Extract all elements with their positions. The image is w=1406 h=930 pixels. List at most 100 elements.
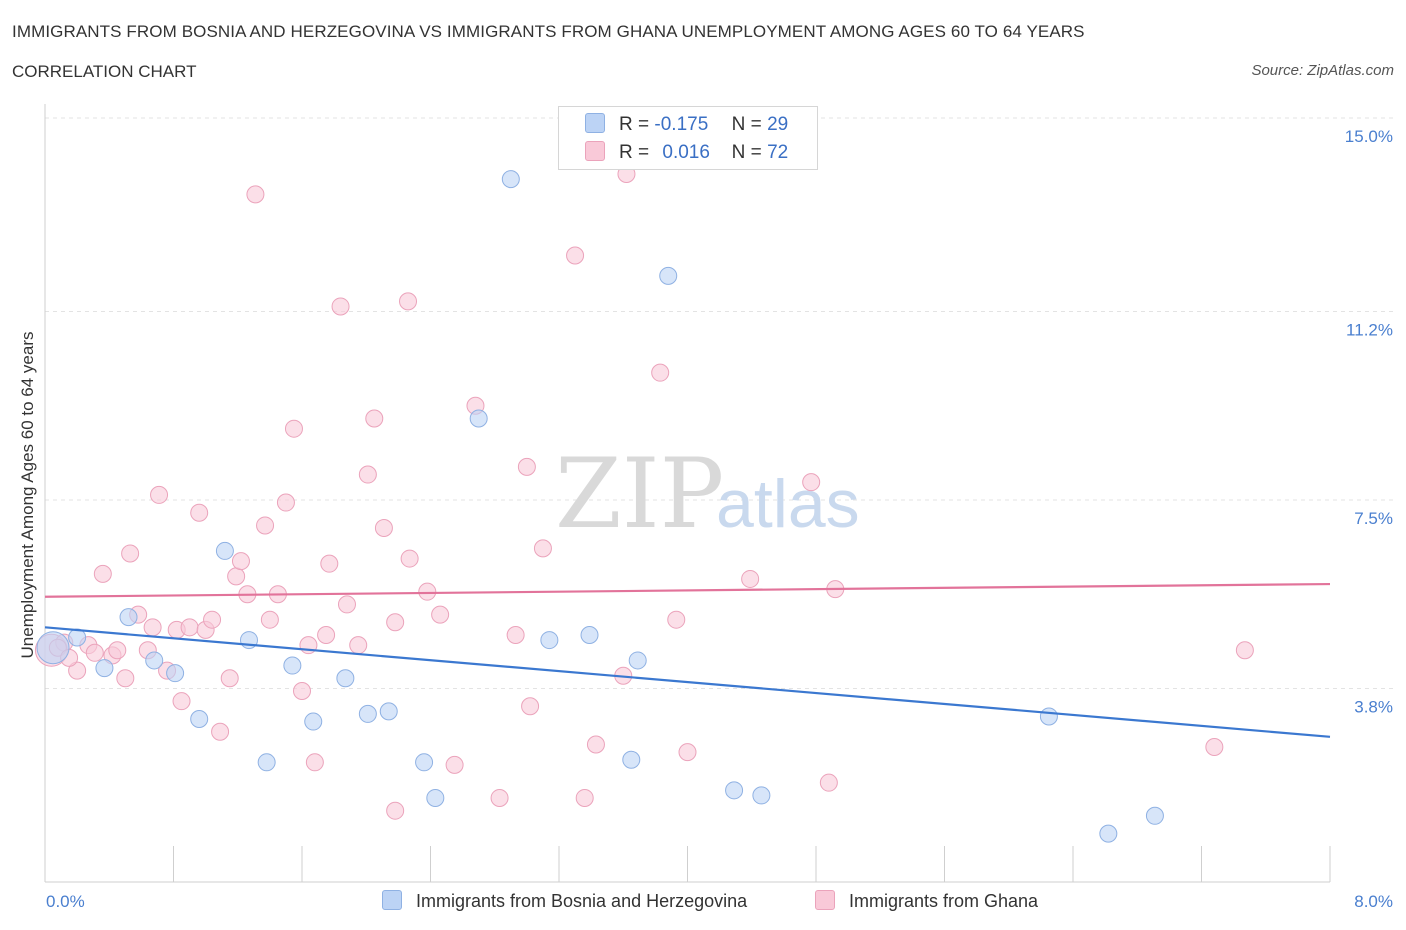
point-ghana [349, 636, 368, 655]
watermark: ZIP atlas [555, 438, 860, 550]
point-ghana [108, 641, 127, 660]
point-bosnia [304, 712, 323, 731]
point-ghana [586, 735, 605, 754]
point-ghana [85, 643, 104, 662]
point-ghana [386, 801, 405, 820]
bottom-legend-ghana: Immigrants from Ghana [815, 890, 1038, 912]
point-bosnia [725, 781, 744, 800]
point-ghana [143, 618, 162, 637]
point-ghana [521, 697, 540, 716]
legend-r-value: -0.175 [654, 114, 709, 135]
points-layer [34, 165, 1254, 843]
point-ghana [386, 613, 405, 632]
point-ghana [490, 788, 509, 807]
point-bosnia [540, 631, 559, 650]
x-tick-label-min: 0.0% [46, 892, 85, 911]
point-bosnia [501, 170, 520, 189]
point-bosnia [580, 625, 599, 644]
point-ghana [320, 554, 339, 573]
point-bosnia [752, 786, 771, 805]
bottom-legend-swatch-bosnia [382, 890, 402, 910]
point-ghana [293, 682, 311, 700]
legend-n-value: 29 [767, 114, 789, 135]
point-ghana [678, 743, 697, 762]
legend-n-value: 72 [767, 142, 789, 163]
point-ghana [1205, 738, 1224, 757]
chart-subtitle: CORRELATION CHART [12, 62, 197, 81]
point-ghana [358, 465, 377, 484]
point-bosnia [415, 753, 434, 772]
legend-row-ghana: R = 0.016 N = 72 [585, 141, 788, 164]
point-ghana [374, 519, 393, 538]
chart-title: IMMIGRANTS FROM BOSNIA AND HERZEGOVINA V… [12, 22, 1085, 41]
point-bosnia [166, 664, 185, 683]
legend-swatch-ghana [585, 141, 605, 161]
point-ghana [399, 292, 418, 311]
point-ghana [418, 582, 437, 601]
point-bosnia [622, 750, 641, 769]
y-tick-label: 15.0% [1345, 127, 1393, 146]
point-bosnia [426, 788, 445, 807]
y-tick-label: 3.8% [1354, 697, 1393, 716]
point-bosnia [1039, 707, 1058, 726]
point-bosnia [190, 710, 209, 729]
point-ghana [365, 409, 384, 428]
point-ghana [667, 610, 686, 629]
legend-r-label: R = [619, 114, 650, 135]
point-bosnia [1145, 806, 1164, 825]
tick-layer: 3.8% 7.5% 11.2% 15.0% 0.0% 8.0% [46, 127, 1393, 911]
stats-legend: R = -0.175 N = 29 R = 0.016 N = 72 [558, 106, 818, 170]
point-bosnia [1099, 824, 1118, 843]
point-bosnia [145, 651, 164, 670]
trend-line-bosnia [44, 626, 1331, 738]
point-ghana [231, 552, 250, 571]
point-ghana [575, 788, 594, 807]
y-axis-label: Unemployment Among Ages 60 to 64 years [18, 332, 37, 659]
point-ghana [227, 567, 246, 586]
point-ghana [93, 564, 112, 583]
trend-line-ghana [44, 582, 1331, 598]
y-tick-label: 7.5% [1354, 509, 1393, 528]
x-tick-label-max: 8.0% [1354, 892, 1393, 911]
legend-n-label: N = [731, 142, 762, 163]
point-ghana [517, 457, 536, 476]
point-bosnia [469, 409, 488, 428]
point-ghana [533, 539, 552, 558]
point-bosnia [283, 656, 302, 675]
point-bosnia [358, 704, 377, 723]
point-ghana [121, 544, 140, 563]
watermark-atlas: atlas [716, 466, 860, 542]
point-bosnia [95, 659, 114, 678]
trend-layer [44, 582, 1331, 738]
point-ghana [276, 493, 295, 512]
point-ghana [116, 669, 135, 688]
bottom-legend-bosnia: Immigrants from Bosnia and Herzegovina [382, 890, 747, 912]
point-ghana [317, 625, 336, 644]
point-bosnia [659, 266, 678, 285]
point-ghana [651, 363, 670, 382]
point-ghana [741, 569, 760, 588]
source-label: Source: ZipAtlas.com [1251, 62, 1394, 79]
point-ghana [431, 605, 450, 624]
point-bosnia [257, 753, 276, 772]
point-bosnia [36, 631, 70, 665]
point-ghana [566, 246, 585, 265]
point-ghana [211, 722, 230, 741]
point-ghana [220, 669, 239, 688]
point-ghana [203, 610, 222, 629]
bottom-legend-label-bosnia: Immigrants from Bosnia and Herzegovina [416, 891, 748, 911]
point-bosnia [628, 651, 647, 670]
legend-n-label: N = [731, 114, 762, 135]
legend-r-label: R = [619, 142, 650, 163]
y-tick-label: 11.2% [1346, 321, 1393, 340]
point-ghana [400, 549, 419, 568]
bottom-legend-label-ghana: Immigrants from Ghana [849, 891, 1039, 911]
point-bosnia [215, 541, 234, 560]
point-ghana [180, 618, 199, 637]
point-bosnia [336, 669, 355, 688]
watermark-zip: ZIP [555, 438, 724, 550]
point-bosnia [119, 608, 138, 627]
bottom-legend-swatch-ghana [815, 890, 835, 910]
point-ghana [819, 773, 838, 792]
